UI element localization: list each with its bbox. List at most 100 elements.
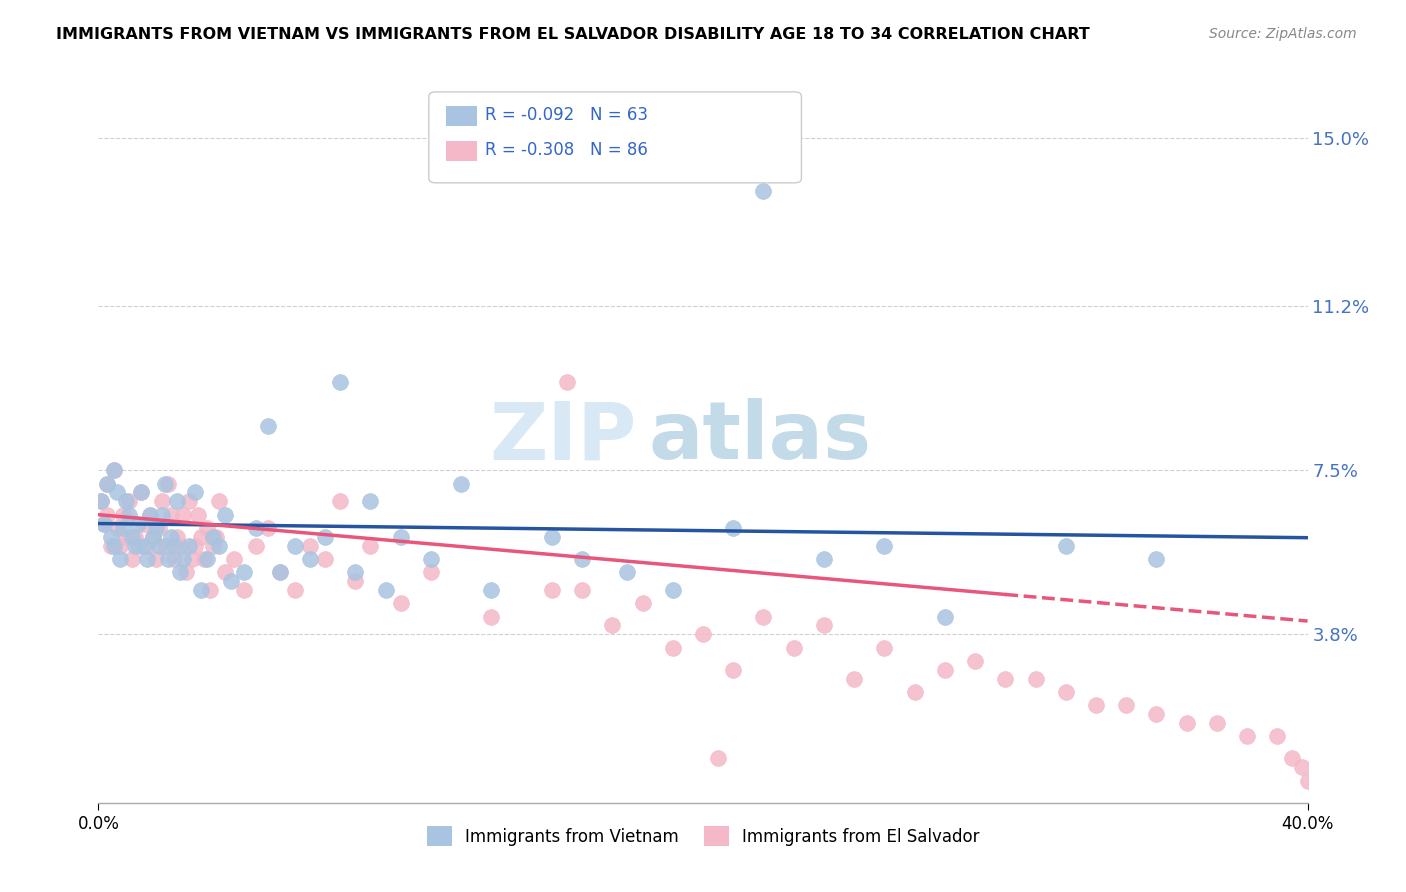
Point [181,552,204,566]
Text: atlas: atlas [648,398,872,476]
Point [813,618,835,632]
Point [111,508,134,522]
Point [142,530,165,544]
Point [934,609,956,624]
Legend: Immigrants from Vietnam, Immigrants from El Salvador: Immigrants from Vietnam, Immigrants from… [420,820,986,853]
Point [329,494,352,508]
Point [344,566,367,580]
Point [103,539,125,553]
Point [153,476,176,491]
Point [1024,672,1046,686]
Point [163,539,186,553]
Point [360,539,382,553]
Point [205,530,228,544]
Point [100,530,122,544]
Point [571,582,593,597]
Point [284,582,307,597]
Point [707,751,730,765]
Point [190,530,212,544]
Point [187,508,209,522]
Point [1267,729,1289,743]
Point [105,485,128,500]
Point [329,375,352,389]
Point [299,552,322,566]
Point [1281,751,1303,765]
Point [224,552,246,566]
Point [124,539,146,553]
Point [540,582,562,597]
Point [284,539,307,553]
Point [96,476,118,491]
Point [1054,685,1077,699]
Point [202,530,225,544]
Point [752,184,775,198]
Point [1054,539,1077,553]
Point [118,508,141,522]
Text: Source: ZipAtlas.com: Source: ZipAtlas.com [1209,27,1357,41]
Point [172,508,194,522]
Point [571,552,593,566]
Point [108,552,131,566]
Point [93,516,115,531]
Point [172,552,194,566]
Point [1085,698,1108,713]
Point [127,539,149,553]
Point [93,516,115,531]
Point [195,521,218,535]
Point [142,530,165,544]
Point [111,521,134,535]
Point [108,539,131,553]
Point [344,574,367,589]
Point [481,609,503,624]
Point [150,494,173,508]
Point [245,521,267,535]
Point [150,508,173,522]
Point [114,530,136,544]
Point [121,552,143,566]
Point [160,530,183,544]
Point [481,582,503,597]
Point [132,539,155,553]
Point [139,508,162,522]
Point [90,494,112,508]
Point [723,521,745,535]
Point [124,530,146,544]
Point [139,508,162,522]
Point [105,521,128,535]
Point [163,552,186,566]
Point [374,582,396,597]
Point [450,476,472,491]
Point [555,375,578,389]
Point [994,672,1017,686]
Point [232,566,254,580]
Point [661,640,683,655]
Point [90,494,112,508]
Point [156,552,179,566]
Point [169,539,191,553]
Point [1144,552,1167,566]
Text: R = -0.308   N = 86: R = -0.308 N = 86 [485,141,648,159]
Text: R = -0.092   N = 63: R = -0.092 N = 63 [485,106,648,124]
Point [602,618,624,632]
Point [195,552,218,566]
Point [299,539,322,553]
Point [202,539,225,553]
Point [135,552,157,566]
Point [873,640,896,655]
Point [616,566,638,580]
Point [1236,729,1258,743]
Point [360,494,382,508]
Point [420,566,443,580]
Point [256,419,278,434]
Point [214,566,236,580]
Point [96,476,118,491]
Point [118,494,141,508]
Point [129,485,152,500]
Point [314,552,336,566]
Point [540,530,562,544]
Point [1291,760,1313,774]
Point [200,582,222,597]
Point [103,463,125,477]
Point [193,552,215,566]
Point [169,566,191,580]
